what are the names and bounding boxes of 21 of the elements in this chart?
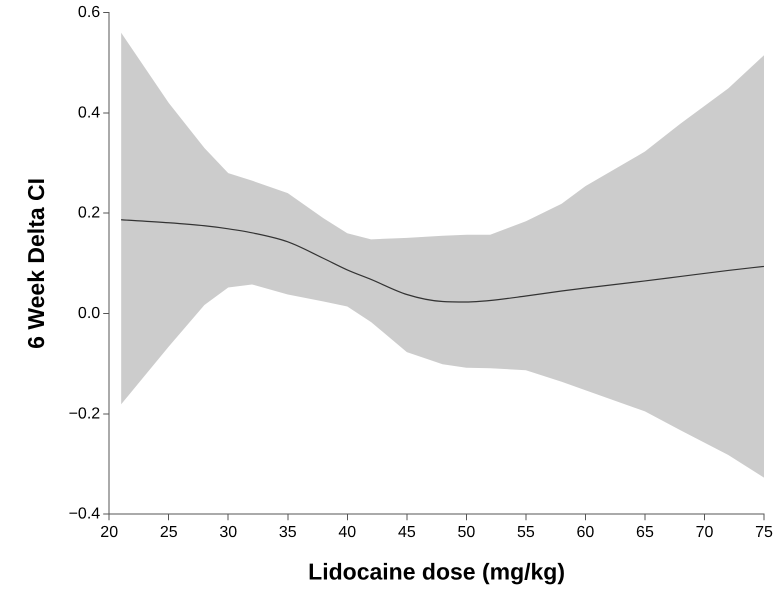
line-series xyxy=(120,219,764,303)
y-tick-label: −0.2 xyxy=(68,405,100,422)
y-tick-label: −0.4 xyxy=(68,506,100,523)
x-tick-label: 60 xyxy=(576,524,594,542)
x-tick-label: 40 xyxy=(338,524,356,542)
x-tick-label: 20 xyxy=(100,524,118,542)
y-axis-title: 6 Week Delta CI xyxy=(23,178,50,349)
x-tick-label: 35 xyxy=(278,524,297,542)
x-tick-label: 75 xyxy=(755,524,773,542)
x-tick-label: 30 xyxy=(219,524,238,542)
y-tick-label: 0.4 xyxy=(78,104,100,122)
x-tick-label: 55 xyxy=(516,524,535,542)
y-tick-label: 0.0 xyxy=(78,304,100,322)
x-axis-title: Lidocaine dose (mg/kg) xyxy=(308,558,566,585)
x-tick-label: 70 xyxy=(696,524,714,542)
x-tick-label: 25 xyxy=(160,524,178,542)
x-tick-label: 45 xyxy=(398,524,416,542)
y-tick-label: 0.2 xyxy=(78,204,100,222)
x-tick-label: 50 xyxy=(457,524,476,542)
x-tick-label: 65 xyxy=(636,524,654,542)
y-tick-label: 0.6 xyxy=(78,4,100,22)
